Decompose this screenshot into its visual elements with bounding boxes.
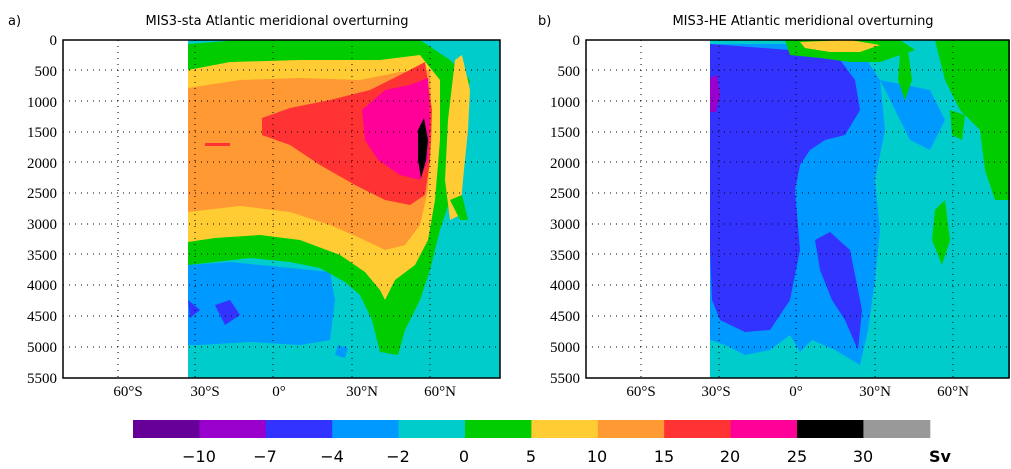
y-tick-label: 2000 (550, 156, 580, 172)
panel-a-band-neg4b (215, 300, 240, 325)
y-tick-label: 1500 (550, 125, 580, 141)
colorbar-swatch (863, 420, 931, 438)
colorbar-swatch (398, 420, 466, 438)
panel-b-y-ticks: 0 500 1000 1500 2000 2500 3000 3500 4000… (550, 33, 580, 387)
x-tick-label: 30°S (190, 384, 219, 400)
colorbar-labels: −10 −7 −4 −2 0 5 10 15 20 25 30 Sv (182, 447, 951, 466)
y-tick-label: 1000 (550, 95, 580, 111)
panel-b-band-neg4b (815, 232, 862, 350)
panel-a-band-20-spot (205, 143, 230, 146)
panel-a-band-neg2b (335, 345, 348, 358)
colorbar-swatch (664, 420, 732, 438)
x-tick-label: 30°N (859, 384, 891, 400)
y-tick-label: 3000 (27, 217, 57, 233)
colorbar-label: 25 (787, 447, 807, 466)
x-tick-label: 0° (272, 384, 286, 400)
y-tick-label: 4000 (550, 278, 580, 294)
panel-b-band-5-spot1 (950, 110, 965, 140)
colorbar-swatch (133, 420, 200, 438)
panel-a-title: MIS3-sta Atlantic meridional overturning (146, 14, 409, 29)
panel-a-frame (62, 39, 501, 379)
y-tick-label: 5500 (550, 371, 580, 387)
panel-a-grid (63, 40, 500, 378)
panel-a-x-ticks: 60°S 30°S 0° 30°N 60°N (113, 384, 456, 400)
colorbar-label: 15 (654, 447, 674, 466)
y-tick-label: 0 (50, 33, 58, 49)
panel-b-band-5-spot3 (898, 50, 912, 100)
panel-b-band-10-top (800, 40, 880, 52)
panel-a-label: a) (8, 14, 21, 29)
panel-a-band-right (430, 40, 500, 378)
x-tick-label: 30°N (346, 384, 378, 400)
y-tick-label: 1500 (27, 125, 57, 141)
y-tick-label: 5500 (27, 371, 57, 387)
panel-a-band-neg4 (188, 300, 200, 318)
y-tick-label: 4500 (27, 309, 57, 325)
colorbar-label: −7 (253, 447, 277, 466)
panel-b-band-neg7 (710, 75, 720, 112)
y-tick-label: 3500 (550, 248, 580, 264)
colorbar-label: −10 (182, 447, 216, 466)
panel-b-band-5-right (935, 40, 1010, 200)
panel-b-field (710, 40, 1010, 378)
panel-b-band-5-spot2 (932, 200, 950, 265)
y-tick-label: 500 (35, 64, 58, 80)
colorbar-swatch (597, 420, 665, 438)
colorbar-unit: Sv (929, 447, 952, 466)
panel-b-frame (585, 39, 1010, 379)
panel-a-band-10-right (445, 55, 470, 220)
x-tick-label: 60°N (424, 384, 456, 400)
panel-b-grid (586, 40, 1010, 378)
panel-a: a) MIS3-sta Atlantic meridional overturn… (8, 14, 501, 400)
colorbar-swatch (199, 420, 267, 438)
panel-a-band-30 (418, 118, 428, 178)
x-tick-label: 0° (789, 384, 803, 400)
x-tick-label: 60°S (626, 384, 655, 400)
panel-a-band-neg2 (188, 262, 335, 345)
y-tick-label: 3500 (27, 248, 57, 264)
colorbar (133, 420, 931, 438)
panel-a-band-25 (362, 78, 430, 180)
colorbar-swatch (531, 420, 599, 438)
y-tick-label: 500 (558, 64, 581, 80)
y-tick-label: 4000 (27, 278, 57, 294)
colorbar-swatch (797, 420, 864, 438)
y-tick-label: 2000 (27, 156, 57, 172)
colorbar-swatch (265, 420, 333, 438)
colorbar-swatch (332, 420, 400, 438)
y-tick-label: 5000 (27, 340, 57, 356)
colorbar-swatch (465, 420, 532, 438)
panel-b-band-neg4 (710, 44, 860, 332)
colorbar-label: 20 (720, 447, 740, 466)
colorbar-label: 30 (853, 447, 873, 466)
panel-b-label: b) (538, 14, 551, 29)
colorbar-label: 0 (459, 447, 469, 466)
y-tick-label: 1000 (27, 95, 57, 111)
x-tick-label: 30°S (701, 384, 730, 400)
panel-b: b) MIS3-HE Atlantic meridional overturni… (538, 14, 1010, 400)
panel-a-band-5-right (450, 195, 468, 220)
panel-b-title: MIS3-HE Atlantic meridional overturning (672, 14, 933, 29)
panel-b-x-ticks: 60°S 30°S 0° 30°N 60°N (626, 384, 969, 400)
y-tick-label: 2500 (550, 186, 580, 202)
colorbar-label: −2 (386, 447, 410, 466)
colorbar-label: −4 (320, 447, 344, 466)
y-tick-label: 5000 (550, 340, 580, 356)
y-tick-label: 0 (573, 33, 581, 49)
colorbar-label: 5 (526, 447, 536, 466)
panel-a-field (188, 40, 500, 378)
y-tick-label: 3000 (550, 217, 580, 233)
y-tick-label: 2500 (27, 186, 57, 202)
y-tick-label: 4500 (550, 309, 580, 325)
panel-a-y-ticks: 0 500 1000 1500 2000 2500 3000 3500 4000… (27, 33, 57, 387)
x-tick-label: 60°S (113, 384, 142, 400)
colorbar-swatch (730, 420, 798, 438)
colorbar-label: 10 (587, 447, 607, 466)
x-tick-label: 60°N (937, 384, 969, 400)
